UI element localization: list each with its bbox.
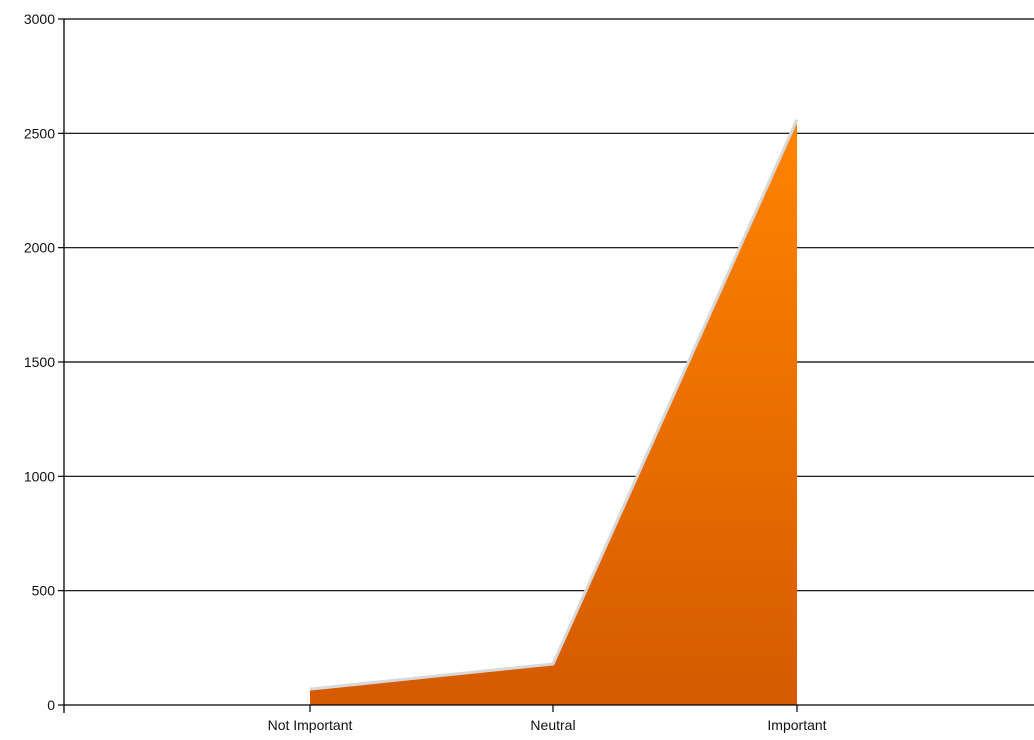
x-tick-label: Important: [767, 717, 826, 733]
y-tick-label: 1500: [24, 354, 55, 370]
grid-lines: [64, 18, 1034, 592]
x-tick-label: Not Important: [268, 717, 353, 733]
area-series: [309, 119, 799, 706]
y-tick-label: 3000: [24, 11, 55, 27]
area-fill: [310, 120, 797, 706]
y-tick-label: 2500: [24, 125, 55, 141]
x-tick-label: Neutral: [530, 717, 575, 733]
tick-labels: 0 500 1000 1500 2000 2500 3000 Not Important Neu…: [24, 11, 827, 733]
y-tick-label: 1000: [24, 468, 55, 484]
y-tick-label: 500: [32, 583, 56, 599]
y-tick-label: 0: [47, 697, 55, 713]
y-tick-label: 2000: [24, 240, 55, 256]
area-top-edge: [309, 119, 799, 691]
axes: [58, 18, 1034, 713]
